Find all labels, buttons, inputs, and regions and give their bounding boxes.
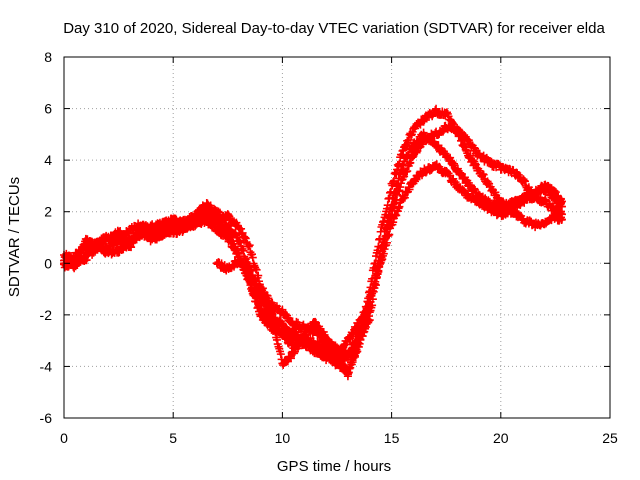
data-point xyxy=(557,210,566,219)
y-tick-label: -6 xyxy=(40,410,53,426)
y-tick-label: 2 xyxy=(44,204,52,220)
tick-marks xyxy=(63,56,611,419)
data-point xyxy=(245,241,254,250)
y-tick-label: 4 xyxy=(44,152,52,168)
plot-frame xyxy=(63,56,611,419)
x-tick-label: 10 xyxy=(275,430,291,446)
series-track-5 xyxy=(212,256,374,381)
x-axis-title: GPS time / hours xyxy=(277,458,391,475)
data-point xyxy=(385,212,394,221)
x-tick-label: 20 xyxy=(493,430,509,446)
y-tick-labels: -6 -4 -2 0 2 4 6 8 xyxy=(40,49,53,426)
y-axis-title: SDTVAR / TECUs xyxy=(6,177,23,297)
data-point xyxy=(557,197,566,206)
series-track-4 xyxy=(60,128,566,360)
y-tick-label: 6 xyxy=(44,101,52,117)
y-tick-label: 0 xyxy=(44,255,52,271)
data-point xyxy=(375,256,384,265)
y-tick-label: 8 xyxy=(44,49,52,65)
data-point xyxy=(365,316,374,325)
x-tick-label: 5 xyxy=(169,430,177,446)
y-tick-label: -2 xyxy=(40,307,53,323)
x-tick-labels: 0 5 10 15 20 25 xyxy=(60,430,618,446)
x-tick-label: 25 xyxy=(602,430,618,446)
y-tick-label: -4 xyxy=(40,358,53,374)
chart-title: Day 310 of 2020, Sidereal Day-to-day VTE… xyxy=(63,20,605,37)
x-tick-label: 0 xyxy=(60,430,68,446)
x-tick-label: 15 xyxy=(384,430,400,446)
data-point xyxy=(379,235,388,244)
data-series xyxy=(60,104,566,381)
